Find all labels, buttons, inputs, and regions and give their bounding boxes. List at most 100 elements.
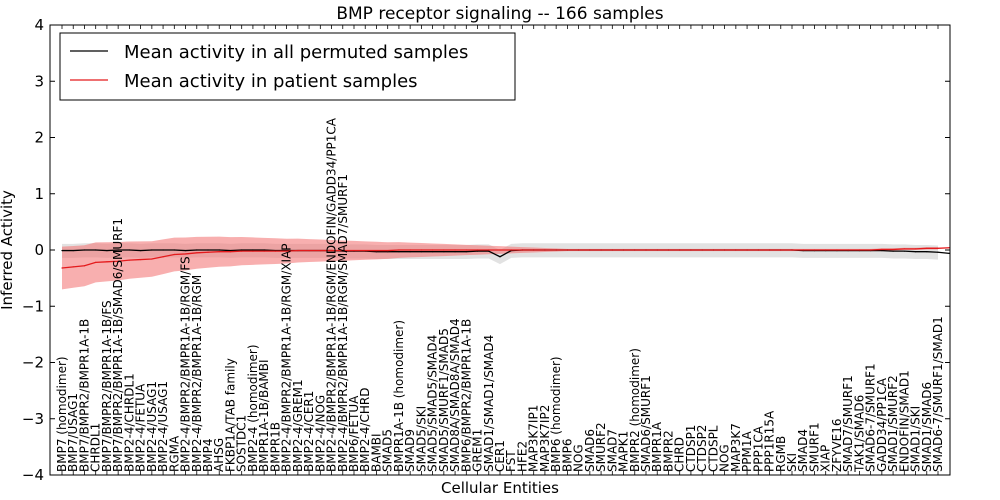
- data-point: [679, 249, 681, 251]
- entity-label: CHRD: [673, 437, 687, 472]
- data-point: [443, 251, 445, 253]
- data-point: [735, 249, 737, 251]
- data-point: [780, 249, 782, 251]
- entity-label: BMPR1B: [268, 422, 282, 472]
- data-point: [768, 249, 771, 251]
- data-point: [802, 249, 804, 251]
- data-point: [95, 261, 97, 263]
- entity-label: GREM1: [471, 429, 485, 472]
- data-point: [106, 261, 108, 263]
- data-point: [387, 249, 389, 252]
- y-tick-label: −4: [22, 466, 44, 484]
- entity-label: BMP2-4/FETUA: [134, 383, 148, 472]
- entity-label: SMAD4: [796, 429, 810, 472]
- entity-label: SMAD9: [403, 429, 417, 472]
- data-point: [813, 249, 816, 251]
- data-point: [196, 252, 198, 254]
- data-point: [140, 249, 142, 252]
- data-point: [241, 250, 243, 252]
- data-point: [184, 253, 187, 255]
- data-point: [488, 250, 490, 252]
- entity-label: ENDOFIN/SMAD1: [897, 370, 911, 472]
- data-point: [432, 249, 434, 251]
- data-point: [566, 249, 568, 251]
- entity-label: CTDSP2: [695, 425, 709, 472]
- entity-label: SMAD5/SMURF1/SMAD5: [437, 328, 451, 472]
- data-point: [724, 249, 726, 251]
- entity-label: BMP7/BMPR2/BMPR1A-1B/SMAD6/SMURF1: [111, 218, 125, 472]
- entity-label: BMPR1A-1B (homodimer): [392, 320, 406, 472]
- data-point: [274, 250, 276, 252]
- data-point: [903, 248, 905, 250]
- entity-label: BMP2-4/NOG: [313, 395, 327, 472]
- entity-label: SMURF2: [594, 422, 608, 472]
- data-point: [207, 249, 209, 251]
- y-tick-label: 2: [34, 129, 44, 147]
- lines-layer: [61, 247, 950, 269]
- data-point: [173, 253, 175, 256]
- data-point: [847, 249, 849, 251]
- data-point: [914, 248, 917, 250]
- data-point: [241, 249, 243, 251]
- data-point: [151, 258, 153, 260]
- entity-label: MAPK1: [617, 431, 631, 472]
- data-point: [398, 249, 400, 251]
- data-point: [83, 249, 86, 251]
- entity-label: SMAD6: [583, 429, 597, 472]
- data-point: [926, 251, 928, 253]
- entity-label: CTDSPL: [706, 425, 720, 472]
- entity-label: SMAD5/SKI: [414, 406, 428, 472]
- entity-label: BAMBI: [369, 433, 383, 472]
- data-point: [252, 249, 254, 251]
- data-point: [319, 249, 321, 252]
- entity-label: BMP2-4/BMPR2/BMPR1A-1B/RGM: [190, 275, 204, 472]
- entity-label: SMAD8A/SMAD8A/SMAD4: [448, 318, 462, 472]
- entity-label: BMP4: [201, 439, 215, 472]
- data-point: [510, 249, 512, 251]
- data-point: [533, 249, 535, 251]
- entity-label: BMP2-4/BMPR2/BMPR1A-1B/RGM/ENDOFIN/GADD3…: [325, 117, 339, 472]
- data-point: [499, 256, 501, 258]
- data-point: [926, 247, 928, 249]
- data-point: [106, 249, 108, 252]
- data-point: [263, 249, 265, 251]
- data-point: [465, 249, 467, 251]
- data-point: [342, 249, 344, 252]
- data-point: [903, 250, 905, 252]
- y-tick-label: 0: [34, 241, 44, 259]
- entity-label: TAK1/SMAD6: [852, 395, 866, 473]
- entity-label: BMPR2: [661, 430, 675, 472]
- entity-label: NOG: [572, 444, 586, 472]
- y-tick-label: 1: [34, 185, 44, 203]
- data-point: [634, 249, 636, 251]
- legend-label-permuted: Mean activity in all permuted samples: [124, 42, 468, 63]
- data-point: [892, 248, 894, 251]
- entity-labels: BMP7 (homodimer)BMP7/USAG1BMP7/BMPR2/BMP…: [55, 25, 945, 475]
- data-point: [476, 250, 479, 252]
- data-point: [757, 249, 759, 251]
- y-tick-label: −2: [22, 354, 44, 372]
- data-point: [443, 249, 445, 251]
- entity-label: CER1: [493, 440, 507, 472]
- entity-label: XIAP: [819, 445, 833, 472]
- data-point: [825, 249, 827, 251]
- entity-label: MAP3K7: [729, 423, 743, 472]
- data-point: [308, 249, 310, 252]
- entity-label: BMP6 (homodimer): [549, 356, 563, 472]
- entity-label: HFE2: [515, 441, 529, 472]
- data-point: [162, 249, 164, 251]
- data-point: [252, 250, 254, 252]
- legend-box: [59, 32, 516, 101]
- entity-label: BMP7/BMPR2/BMPR1A-1B/FS: [100, 300, 114, 472]
- data-point: [667, 249, 670, 251]
- data-point: [465, 251, 467, 253]
- entity-label: BMPR1A-1B/BAMBI: [257, 359, 271, 472]
- data-point: [578, 249, 580, 251]
- data-point: [544, 249, 546, 251]
- entity-label: PPP1CA: [751, 425, 765, 472]
- entity-label: FST: [504, 450, 518, 472]
- data-point: [611, 249, 613, 251]
- y-tick-label: −1: [22, 297, 44, 315]
- entity-label: BMP2-4/BMPR2/BMPR1A-1B/RGM/FS: [179, 256, 193, 472]
- entity-label: BMP2-4/GREM1: [291, 379, 305, 472]
